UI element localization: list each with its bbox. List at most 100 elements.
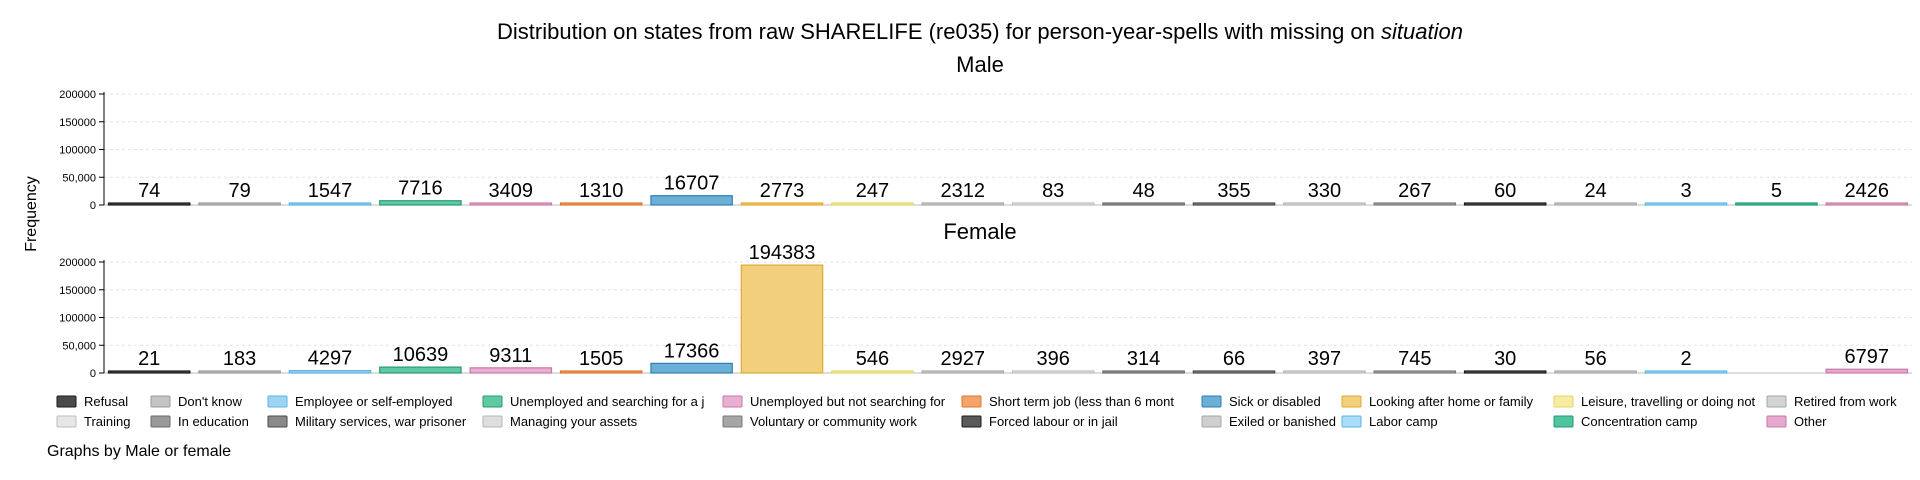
bar <box>288 370 372 374</box>
bar <box>1554 202 1637 206</box>
data-label: 2773 <box>760 180 805 202</box>
chart-title-main: Distribution on states from raw SHARELIF… <box>497 19 1381 44</box>
legend-swatch <box>1553 415 1574 428</box>
data-label: 330 <box>1308 180 1341 202</box>
y-tick-label: 200000 <box>59 89 96 101</box>
bar <box>1192 202 1276 206</box>
legend-swatch <box>1341 395 1362 408</box>
y-tick-label: 100000 <box>59 313 96 325</box>
legend-label: Don't know <box>178 394 243 409</box>
data-label: 6797 <box>1845 346 1890 368</box>
y-tick-label: 0 <box>90 200 96 212</box>
panel-title-male: Male <box>956 52 1004 77</box>
legend-item: Leisure, travelling or doing not <box>1553 394 1756 409</box>
legend-item: Retired from work <box>1766 394 1897 409</box>
data-label: 3 <box>1680 180 1691 202</box>
legend-label: Short term job (less than 6 mont <box>989 394 1174 409</box>
legend-label: Forced labour or in jail <box>989 414 1118 429</box>
bar <box>1735 202 1818 206</box>
legend-item: Labor camp <box>1341 414 1438 429</box>
y-tick-label: 200000 <box>59 257 96 269</box>
bar <box>831 202 914 206</box>
data-label: 16707 <box>664 173 720 195</box>
data-label: 30 <box>1494 348 1516 370</box>
footnote: Graphs by Male or female <box>47 443 231 460</box>
bar <box>1825 368 1909 374</box>
panel-title-female: Female <box>943 219 1016 244</box>
panel-0: 0 50,000 100000 150000 200000 74 79 1547 7716 340… <box>59 89 1912 212</box>
legend-item: Unemployed and searching for a j <box>482 394 705 409</box>
data-label: 79 <box>228 180 250 202</box>
legend-label: Labor camp <box>1369 414 1438 429</box>
legend-item: Employee or self-employed <box>267 394 453 409</box>
data-label: 24 <box>1584 180 1606 202</box>
bar <box>740 202 824 206</box>
bar <box>1373 202 1457 206</box>
data-label: 1310 <box>579 180 624 202</box>
legend-swatch <box>1553 395 1574 408</box>
data-label: 1505 <box>579 348 624 370</box>
bar <box>198 202 281 206</box>
bar <box>379 366 462 374</box>
data-label: 66 <box>1223 348 1245 370</box>
legend-swatch <box>1201 415 1222 428</box>
bar <box>469 367 553 374</box>
legend-label: Unemployed and searching for a j <box>510 394 705 409</box>
legend-item: Refusal <box>56 394 128 409</box>
legend-label: Other <box>1794 414 1827 429</box>
legend-label: Employee or self-employed <box>295 394 453 409</box>
data-label: 60 <box>1494 180 1516 202</box>
panel-1: 0 50,000 100000 150000 200000 21 183 4297 10639 9… <box>59 242 1912 380</box>
bar <box>1102 370 1185 374</box>
data-label: 397 <box>1308 348 1341 370</box>
legend-item: Looking after home or family <box>1341 394 1534 409</box>
legend-item: Forced labour or in jail <box>961 414 1118 429</box>
bar <box>107 370 191 374</box>
legend-item: Voluntary or community work <box>722 414 917 429</box>
bar <box>198 370 281 374</box>
legend-label: Exiled or banished <box>1229 414 1336 429</box>
plot-area: 0 50,000 100000 150000 200000 74 79 1547 7716 340… <box>59 89 1912 380</box>
legend-swatch <box>722 415 743 428</box>
legend-label: Voluntary or community work <box>750 414 917 429</box>
y-tick-label: 50,000 <box>62 340 96 352</box>
bar <box>1102 202 1185 206</box>
bar <box>1644 370 1728 374</box>
data-label: 5 <box>1771 180 1782 202</box>
legend-label: Retired from work <box>1794 394 1897 409</box>
y-tick-label: 50,000 <box>62 172 96 184</box>
bar <box>921 202 1005 206</box>
bar <box>1283 370 1366 374</box>
bar <box>650 362 733 374</box>
y-tick-label: 100000 <box>59 145 96 157</box>
legend-item: Other <box>1766 414 1827 429</box>
data-label: 194383 <box>749 242 816 264</box>
bar <box>740 264 824 374</box>
data-label: 2927 <box>941 348 986 370</box>
legend-swatch <box>722 395 743 408</box>
bar <box>1011 202 1095 206</box>
legend-item: Exiled or banished <box>1201 414 1336 429</box>
legend-swatch <box>1201 395 1222 408</box>
legend-item: Military services, war prisoner <box>267 414 467 429</box>
data-label: 546 <box>856 348 889 370</box>
legend-swatch <box>267 415 288 428</box>
data-label: 1547 <box>308 180 353 202</box>
legend-swatch <box>1766 415 1787 428</box>
legend-swatch <box>150 415 171 428</box>
data-label: 3409 <box>489 180 534 202</box>
bar <box>650 195 733 206</box>
data-label: 10639 <box>393 344 449 366</box>
data-label: 396 <box>1037 348 1070 370</box>
legend-label: Concentration camp <box>1581 414 1697 429</box>
legend-swatch <box>961 395 982 408</box>
y-tick-label: 150000 <box>59 285 96 297</box>
legend-swatch <box>56 415 77 428</box>
chart-title-italic: situation <box>1381 19 1463 44</box>
bar <box>1463 202 1547 206</box>
legend-swatch <box>1766 395 1787 408</box>
legend: Refusal Don't know Employee or self-employ… <box>56 394 1897 429</box>
data-label: 74 <box>138 180 160 202</box>
legend-swatch <box>482 415 503 428</box>
